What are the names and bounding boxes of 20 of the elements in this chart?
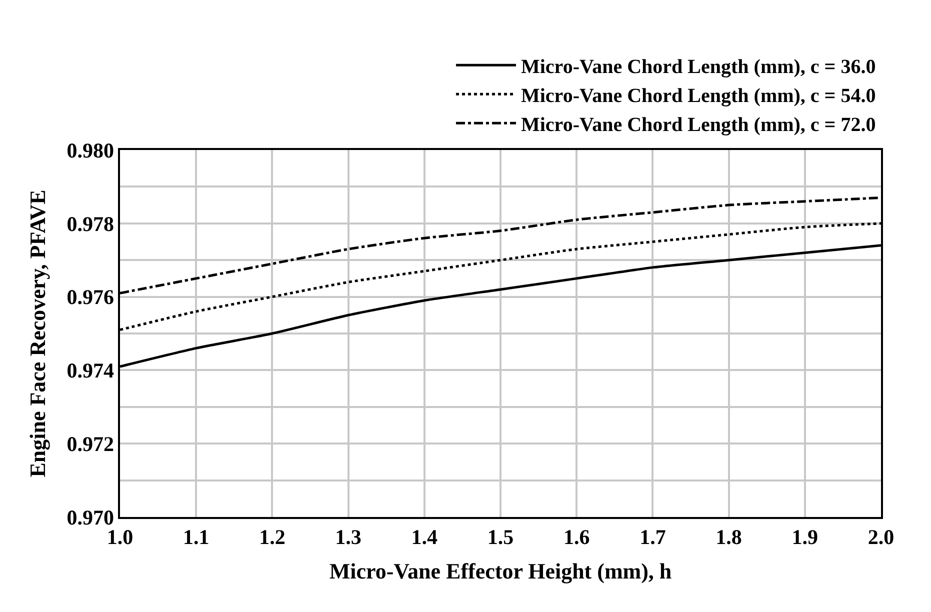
y-tick-label: 0.980 [66,138,114,162]
x-axis-title: Micro-Vane Effector Height (mm), h [329,558,672,584]
y-axis-title: Engine Face Recovery, PFAVE [25,190,50,478]
x-tick-label: 1.2 [259,524,286,549]
x-tick-label: 1.7 [640,524,666,549]
y-tick-label: 0.974 [66,358,115,383]
x-tick-label: 2.0 [868,524,894,549]
y-tick-label: 0.976 [66,285,114,310]
legend-label: Micro-Vane Chord Length (mm), c = 54.0 [521,84,876,107]
x-tick-label: 1.9 [792,524,818,549]
x-tick-label: 1.6 [563,524,590,549]
x-tick-label: 1.4 [411,524,438,549]
legend-label: Micro-Vane Chord Length (mm), c = 36.0 [521,56,876,78]
y-tick-label: 0.972 [66,432,114,456]
x-tick-label: 1.1 [182,524,210,549]
legend-label: Micro-Vane Chord Length (mm), c = 72.0 [521,114,876,136]
x-tick-label: 1.3 [335,524,362,549]
x-tick-label: 1.8 [716,524,742,549]
x-tick-label: 1.5 [487,524,514,549]
y-tick-label: 0.978 [66,212,114,236]
